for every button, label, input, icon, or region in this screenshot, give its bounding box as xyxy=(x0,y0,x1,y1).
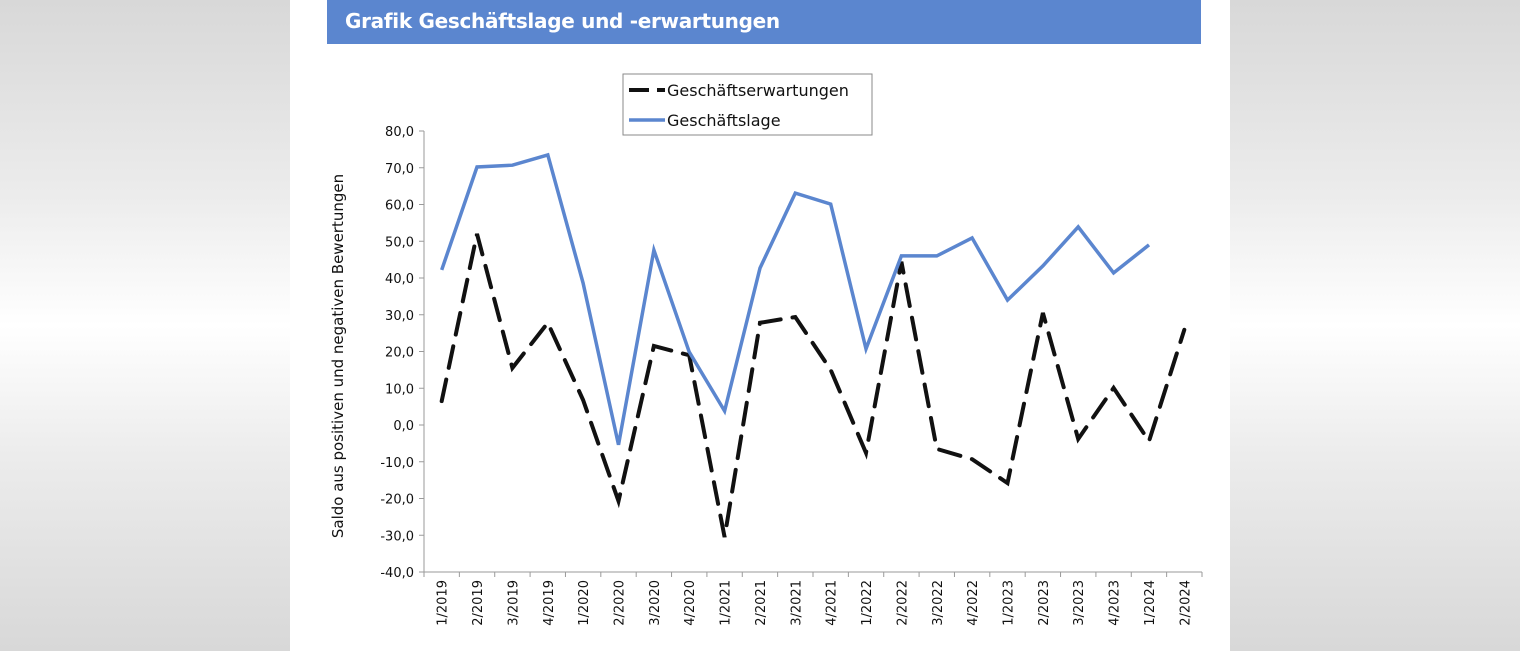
y-tick-label: 30,0 xyxy=(385,309,414,324)
x-tick-label: 4/2023 xyxy=(1108,580,1123,626)
x-tick-label: 2/2019 xyxy=(471,580,486,626)
series-layer xyxy=(439,152,1187,538)
x-tick-label: 1/2019 xyxy=(436,580,451,626)
y-tick-label: 80,0 xyxy=(385,125,414,140)
x-tick-label: 4/2022 xyxy=(966,580,981,626)
legend-label: Geschäftslage xyxy=(667,111,781,130)
x-tick-label: 3/2019 xyxy=(506,580,521,626)
y-tick-label: -40,0 xyxy=(380,566,414,581)
y-tick-label: 60,0 xyxy=(385,199,414,214)
x-tick-label: 1/2024 xyxy=(1143,580,1158,626)
x-tick-label: 2/2024 xyxy=(1178,580,1193,626)
x-tick-label: 3/2023 xyxy=(1072,580,1087,626)
x-tick-label: 3/2022 xyxy=(931,580,946,626)
legend-box xyxy=(622,73,873,136)
x-tick-label: 1/2020 xyxy=(577,580,592,626)
y-tick-label: 10,0 xyxy=(385,382,414,397)
y-tick-label: 40,0 xyxy=(385,272,414,287)
y-tick-label: -20,0 xyxy=(380,493,414,508)
x-tick-label: 3/2020 xyxy=(648,580,663,626)
chart-title: Grafik Geschäftslage und -erwartungen xyxy=(345,9,780,33)
y-tick-label: -30,0 xyxy=(380,529,414,544)
y-tick-label: 20,0 xyxy=(385,346,414,361)
x-tick-label: 2/2023 xyxy=(1037,580,1052,626)
title-bar: Grafik Geschäftslage und -erwartungen xyxy=(327,0,1201,44)
y-axis-title: Saldo aus positiven und negativen Bewert… xyxy=(329,174,347,538)
axes: 80,0 70,0 60,0 50,0 40,0 30,0 20,0 10,0 0,0 -10,0… xyxy=(329,125,1203,626)
x-tick-label: 2/2022 xyxy=(895,580,910,626)
x-tick-label: 2/2021 xyxy=(754,580,769,626)
y-tick-label: 70,0 xyxy=(385,162,414,177)
legend: Geschäftserwartungen Geschäftslage xyxy=(622,73,873,136)
x-tick-label: 2/2020 xyxy=(613,580,628,626)
x-tick-label: 1/2023 xyxy=(1002,580,1017,626)
y-tick-label: 0,0 xyxy=(393,419,414,434)
x-tick-label: 3/2021 xyxy=(789,580,804,626)
series-line-geschaeftserwartungen xyxy=(439,233,1187,538)
x-tick-label: 4/2020 xyxy=(683,580,698,626)
legend-label: Geschäftserwartungen xyxy=(667,81,849,100)
x-tick-label: 4/2021 xyxy=(825,580,840,626)
series-line-geschaeftslage xyxy=(440,152,1151,446)
y-tick-label: -10,0 xyxy=(380,456,414,471)
x-tick-label: 4/2019 xyxy=(542,580,557,626)
x-tick-label: 1/2022 xyxy=(860,580,875,626)
x-tick-label: 1/2021 xyxy=(719,580,734,626)
y-tick-label: 50,0 xyxy=(385,235,414,250)
